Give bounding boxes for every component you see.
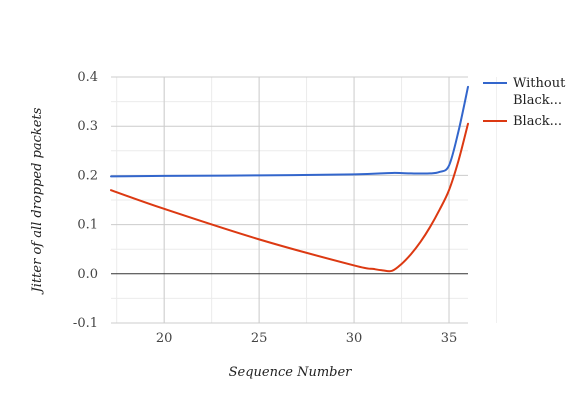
y-tick-label: 0.3 [77, 119, 98, 134]
axis-layer: 20 25 30 35 -0.1 0.0 0.1 0.2 0.3 0.4 [73, 70, 457, 346]
series-line-1 [110, 85, 469, 178]
y-tick-label: 0.1 [77, 218, 98, 233]
x-tick-label: 35 [441, 331, 458, 346]
legend-item-1: Without Black... [483, 76, 566, 108]
legend-label: Without [513, 76, 566, 91]
y-tick-label: 0.2 [77, 168, 98, 183]
legend-label: Black... [513, 114, 562, 129]
series-layer [110, 85, 469, 273]
legend-label: Black... [513, 93, 562, 108]
grid-layer [111, 76, 497, 324]
legend: Without Black... Black... [483, 76, 566, 129]
x-tick-label: 20 [156, 331, 173, 346]
legend-item-2: Black... [483, 114, 562, 129]
y-tick-label: 0.4 [77, 70, 98, 85]
y-axis-title: Jitter of all dropped packets [30, 107, 45, 295]
series-line-2 [110, 122, 469, 273]
x-tick-label: 30 [346, 331, 363, 346]
y-tick-label: 0.0 [77, 267, 98, 282]
x-axis-title: Sequence Number [229, 365, 353, 380]
x-tick-label: 25 [251, 331, 268, 346]
y-tick-label: -0.1 [73, 316, 98, 331]
